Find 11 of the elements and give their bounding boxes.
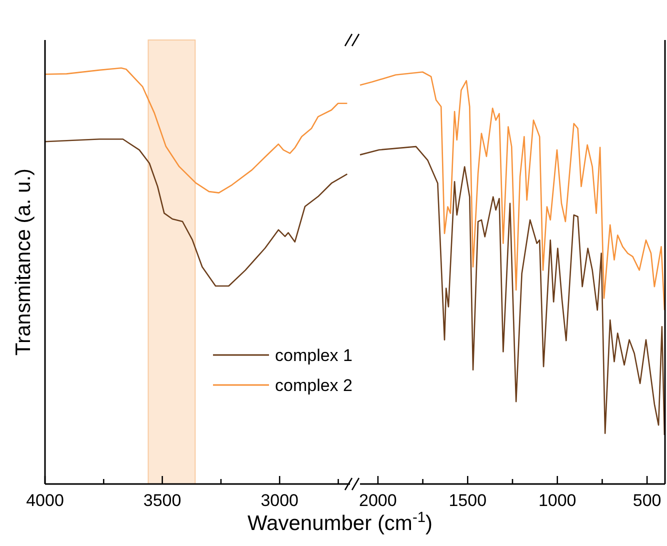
x-tick-label: 1500 (448, 491, 487, 510)
x-tick-label: 3500 (143, 491, 182, 510)
x-tick-label: 2000 (359, 491, 397, 510)
legend-label: complex 2 (275, 376, 352, 395)
y-axis-title: Transmitance (a. u.) (12, 168, 35, 356)
x-axis-title: Wavenumber (cm$^{-1}$) (248, 510, 432, 535)
x-tick-label: 3000 (260, 491, 299, 510)
x-tick-label: 500 (632, 491, 662, 510)
x-tick-label: 4000 (26, 491, 64, 510)
legend-label: complex 1 (275, 346, 352, 365)
x-tick-label: 1000 (538, 491, 576, 510)
